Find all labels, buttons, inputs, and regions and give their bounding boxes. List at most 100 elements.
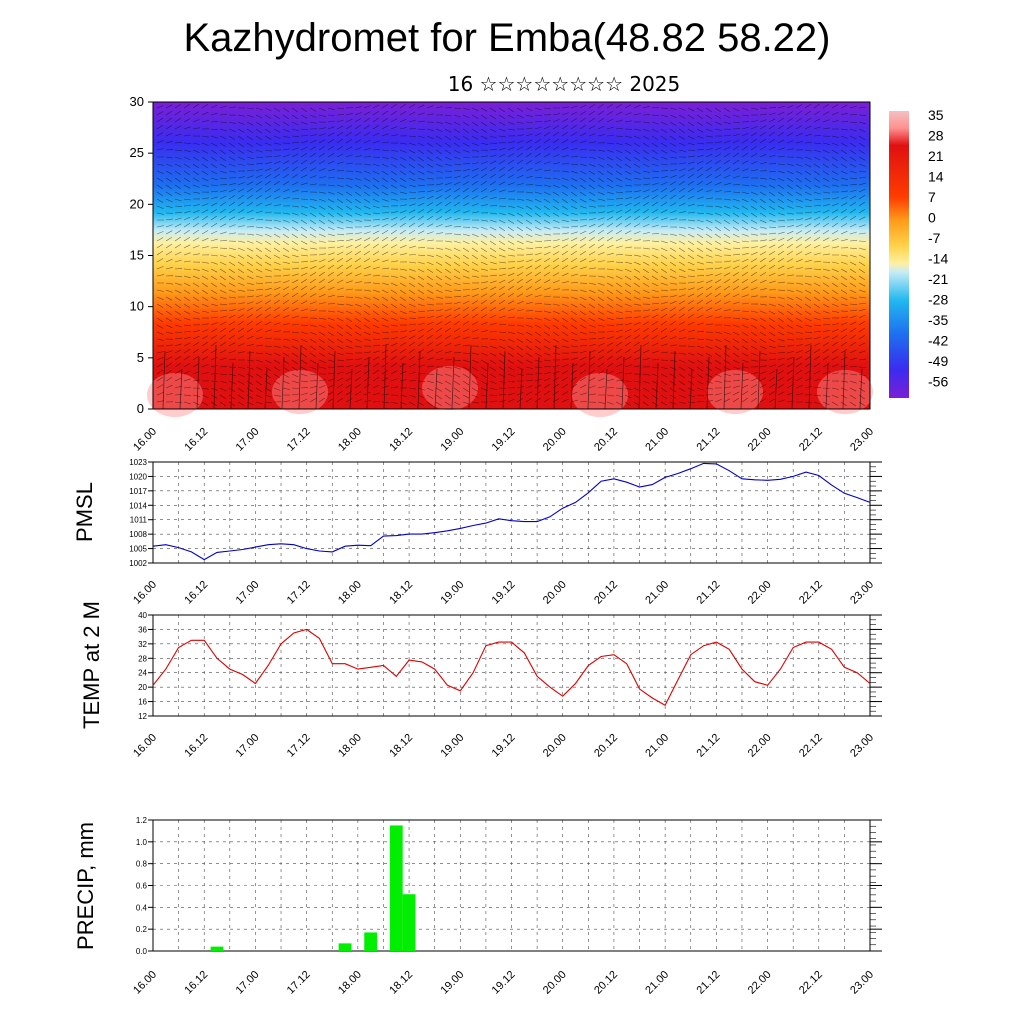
x-tick-label: 19.00 — [438, 969, 466, 997]
y-tick-label: 1014 — [129, 501, 147, 510]
colorbar-label: -28 — [928, 292, 948, 308]
x-tick-label: 20.12 — [592, 579, 620, 607]
series-line — [152, 628, 871, 706]
y-tick-label: 25 — [130, 145, 144, 160]
x-tick-label: 21.12 — [695, 732, 723, 760]
x-tick-label: 16.00 — [131, 969, 159, 997]
x-tick-label: 20.00 — [541, 426, 569, 454]
y-tick-label: 36 — [138, 625, 147, 634]
precip-bar — [210, 946, 224, 951]
x-tick-label: 19.12 — [490, 426, 518, 454]
y-tick-label: 1.0 — [136, 838, 148, 847]
x-tick-label: 22.00 — [746, 732, 774, 760]
x-tick-label: 21.00 — [643, 579, 671, 607]
plot-frame — [152, 614, 871, 717]
chart-subtitle: 16 ☆☆☆☆☆☆☆☆ 2025 — [447, 72, 681, 96]
x-tick-label: 17.12 — [285, 426, 313, 454]
colorbar-label: -14 — [928, 251, 948, 267]
warm-cell — [422, 366, 478, 410]
x-tick-label: 19.00 — [438, 426, 466, 454]
y-tick-label: 0 — [137, 401, 144, 416]
colorbar-label: 0 — [928, 210, 936, 226]
x-tick-label: 22.12 — [797, 732, 825, 760]
y-tick-label: 1017 — [129, 487, 147, 496]
warm-cell — [707, 370, 763, 414]
x-tick-label: 18.00 — [336, 969, 364, 997]
x-tick-label: 22.00 — [746, 426, 774, 454]
x-tick-label: 18.12 — [387, 579, 415, 607]
x-tick-label: 22.12 — [797, 969, 825, 997]
y-tick-label: 1008 — [129, 530, 147, 539]
x-tick-label: 18.00 — [336, 426, 364, 454]
x-tick-label: 19.12 — [490, 969, 518, 997]
precip-bar — [338, 943, 352, 951]
x-tick-label: 18.12 — [387, 732, 415, 760]
x-tick-label: 21.12 — [695, 969, 723, 997]
precip-bar — [364, 932, 378, 951]
y-tick-label: 1011 — [130, 516, 148, 525]
x-tick-label: 16.12 — [182, 969, 210, 997]
colorbar-label: -35 — [928, 312, 948, 328]
y-tick-label: 32 — [138, 640, 147, 649]
y-tick-label: 28 — [138, 654, 147, 663]
y-tick-label: 12 — [138, 712, 147, 721]
y-tick-label: 20 — [130, 196, 144, 211]
panel-pmsl: 1002 1005 1008 1011 1014 1017 1020 1023 PMSL 16.0… — [72, 458, 882, 607]
y-axis-label: PMSL — [72, 482, 97, 542]
x-tick-label: 16.12 — [182, 426, 210, 454]
x-tick-label: 16.12 — [182, 579, 210, 607]
chart-title: Kazhydromet for Emba(48.82 58.22) — [183, 16, 831, 60]
x-tick-label: 19.00 — [438, 579, 466, 607]
x-tick-label: 17.00 — [234, 969, 262, 997]
y-tick-label: 1023 — [129, 458, 147, 467]
x-tick-label: 20.12 — [592, 426, 620, 454]
colorbar-label: 7 — [928, 189, 936, 205]
x-tick-label: 23.00 — [848, 732, 876, 760]
y-tick-label: 20 — [138, 683, 147, 692]
warm-cell — [817, 370, 873, 414]
y-tick-label: 30 — [130, 94, 144, 109]
y-tick-label: 5 — [137, 350, 144, 365]
surface-streaks — [162, 344, 863, 410]
x-tick-label: 17.00 — [234, 426, 262, 454]
x-tick-label: 17.12 — [285, 969, 313, 997]
y-tick-label: 0.0 — [136, 947, 148, 956]
x-tick-label: 22.00 — [746, 969, 774, 997]
x-tick-label: 17.00 — [234, 732, 262, 760]
y-tick-label: 1020 — [129, 472, 147, 481]
x-tick-label: 17.12 — [285, 579, 313, 607]
y-tick-label: 0.8 — [136, 860, 148, 869]
y-axis-label: TEMP at 2 M — [79, 601, 104, 729]
colorbar-label: 35 — [928, 107, 944, 123]
y-tick-label: 0.4 — [136, 903, 148, 912]
cross-section-chart: 0 5 10 15 20 25 30 16.00 16.12 17.00 17.12 18.00 18.… — [130, 94, 949, 454]
x-tick-label: 23.00 — [848, 969, 876, 997]
colorbar: 35 28 21 14 7 0 -7 -14 -21 -28 -35 -42 -49 -56 — [889, 107, 948, 398]
precip-bar — [402, 894, 416, 951]
grid — [153, 614, 870, 717]
x-tick-label: 18.00 — [336, 732, 364, 760]
x-tick-label: 19.12 — [490, 579, 518, 607]
colorbar-label: -49 — [928, 353, 948, 369]
wind-barbs — [156, 103, 867, 407]
y-tick-label: 15 — [130, 248, 144, 263]
series-line — [152, 462, 871, 561]
colorbar-label: 14 — [928, 169, 944, 185]
panel-precip-mm: 0.0 0.2 0.4 0.6 0.8 1.0 1.2 PRECIP, mm 16.00 16.1… — [73, 816, 882, 997]
y-tick-label: 40 — [138, 611, 147, 620]
y-tick-label: 0.6 — [136, 882, 148, 891]
y-tick-label: 1.2 — [136, 816, 148, 825]
x-tick-label: 20.00 — [541, 579, 569, 607]
x-tick-label: 16.00 — [131, 426, 159, 454]
x-tick-label: 18.00 — [336, 579, 364, 607]
panel-temp-at-2-m: 12 16 20 24 28 32 36 40 TEMP at 2 M 16.00 16.12 17.… — [79, 601, 882, 760]
x-tick-label: 21.12 — [695, 579, 723, 607]
colorbar-label: -42 — [928, 333, 948, 349]
y-tick-label: 1002 — [129, 559, 147, 568]
colorbar-label: 28 — [928, 128, 944, 144]
x-tick-label: 16.00 — [131, 732, 159, 760]
colorbar-label: -21 — [928, 271, 948, 287]
colorbar-label: -56 — [928, 374, 948, 390]
y-tick-label: 1005 — [129, 545, 147, 554]
